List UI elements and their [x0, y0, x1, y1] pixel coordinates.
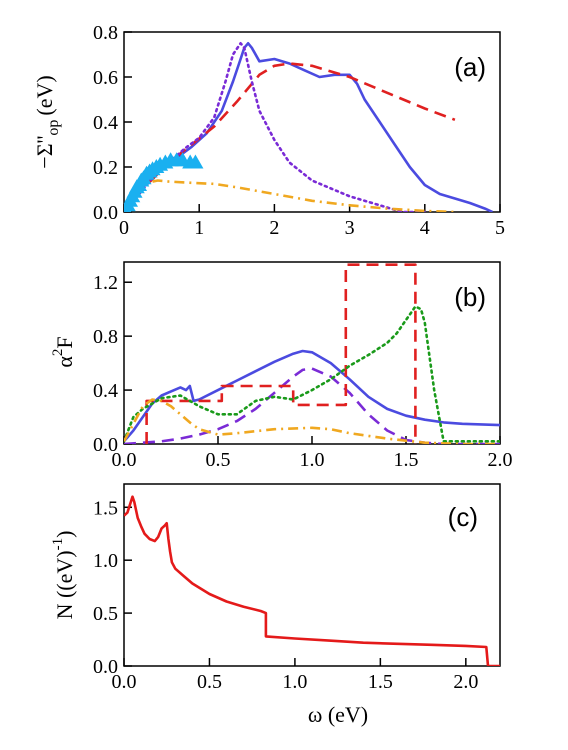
y-tick-label: 0.5 [93, 603, 118, 625]
panel-b-ylabel-main: α [52, 356, 77, 368]
panel-b-ticks: 0.0 0.5 1.0 1.5 2.0 0.0 0.4 0.8 1.2 [93, 272, 513, 471]
panel-a-tag: (a) [454, 52, 486, 82]
panel-c-tag: (c) [448, 502, 478, 532]
series-line-5 [124, 398, 500, 444]
data-marker [187, 154, 204, 169]
series-line-4 [124, 179, 455, 212]
series-line-1 [124, 349, 500, 443]
series-line-3 [145, 263, 417, 444]
panel-c-xlabel: ω (eV) [308, 702, 368, 727]
panel-b-series [124, 263, 500, 444]
x-tick-label: 5 [495, 217, 505, 239]
x-tick-label: 0.0 [112, 449, 137, 471]
panel-c-ticks: 0.0 0.5 1.0 1.5 2.0 0.0 0.5 1.0 1.5 [93, 497, 478, 693]
panel-b: 0.0 0.5 1.0 1.5 2.0 0.0 0.4 0.8 1.2 (b) α2F [50, 261, 513, 471]
x-tick-label: 1.0 [300, 449, 325, 471]
series-line-4 [124, 305, 500, 443]
panel-a-ylabel-main: −Σ'' [32, 136, 57, 169]
y-tick-label: 0.4 [93, 112, 118, 134]
y-tick-label: 0.4 [93, 380, 118, 402]
panel-c-frame [123, 483, 501, 667]
series-line-2 [124, 62, 456, 212]
y-tick-label: 0.2 [93, 157, 118, 179]
panel-a-ylabel-sub: op [45, 120, 62, 136]
series-line-2 [124, 367, 500, 444]
panel-b-ylabel-sup: 2 [50, 349, 66, 357]
x-tick-label: 1.5 [394, 449, 419, 471]
panel-a-series [124, 41, 494, 212]
y-tick-label: 1.2 [93, 272, 118, 294]
series-line-1 [124, 41, 494, 212]
y-tick-label: 1.0 [93, 550, 118, 572]
x-tick-label: 2.0 [453, 671, 478, 693]
panel-a-ticks: 0 1 2 3 4 5 0.0 0.2 0.4 0.6 0.8 [93, 22, 505, 239]
x-tick-label: 0.0 [112, 671, 137, 693]
x-tick-label: 0.5 [206, 449, 231, 471]
x-tick-label: 0 [119, 217, 129, 239]
panel-c: 0.0 0.5 1.0 1.5 2.0 0.0 0.5 1.0 1.5 (c) N ((eV)-… [50, 483, 501, 727]
panel-c-ylabel-main: N ((eV) [52, 550, 77, 619]
panel-a: 0 1 2 3 4 5 0.0 0.2 0.4 0.6 0.8 (a) −Σ''op (eV) [32, 22, 505, 239]
x-tick-label: 1.5 [368, 671, 393, 693]
panel-c-series [124, 495, 500, 666]
x-tick-label: 1 [194, 217, 204, 239]
series-line-1 [124, 495, 500, 666]
x-tick-label: 4 [420, 217, 430, 239]
panel-b-ylabel: α2F [50, 336, 77, 367]
y-tick-label: 0.0 [93, 656, 118, 678]
x-tick-label: 2.0 [488, 449, 513, 471]
y-tick-label: 0.6 [93, 67, 118, 89]
panel-b-ylabel-after: F [52, 336, 77, 348]
panel-a-ylabel: −Σ''op (eV) [32, 75, 62, 168]
y-tick-label: 0.0 [93, 434, 118, 456]
panel-c-ylabel-after: ) [52, 531, 77, 538]
x-tick-label: 2 [269, 217, 279, 239]
y-tick-label: 0.8 [93, 326, 118, 348]
y-tick-label: 0.8 [93, 22, 118, 44]
panel-c-ylabel: N ((eV)-1) [50, 531, 77, 620]
panel-a-frame [123, 31, 501, 213]
panel-a-ylabel-unit: (eV) [32, 75, 57, 115]
y-tick-label: 0.0 [93, 202, 118, 224]
panel-b-tag: (b) [454, 282, 486, 312]
x-tick-label: 3 [345, 217, 355, 239]
y-tick-label: 1.5 [93, 497, 118, 519]
series-line-3 [124, 41, 427, 212]
x-tick-label: 0.5 [197, 671, 222, 693]
x-tick-label: 1.0 [282, 671, 307, 693]
panel-c-ylabel-sup: -1 [50, 538, 66, 551]
